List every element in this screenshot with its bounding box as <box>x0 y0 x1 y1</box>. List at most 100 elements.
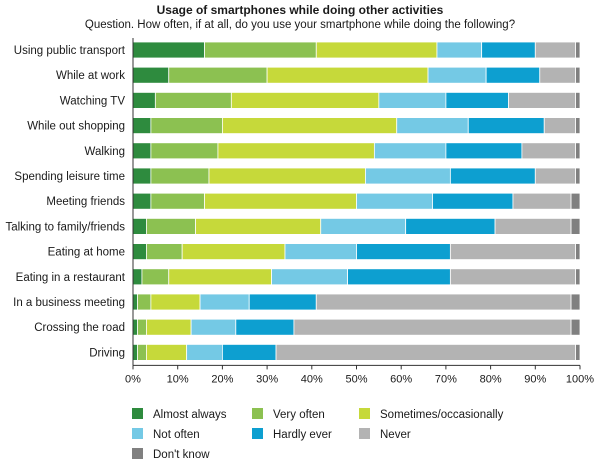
bar-talking-to-family-friends-almost-always <box>132 217 147 235</box>
bar-driving-almost-always <box>132 343 138 361</box>
bar-crossing-the-road-not-often <box>190 318 237 336</box>
bar-eating-at-home-hardly-ever <box>356 243 451 261</box>
bar-while-out-shopping-hardly-ever <box>467 117 545 134</box>
bar-eating-at-home-never <box>449 243 576 261</box>
bar-eating-at-home-sometimes-occasionally <box>181 243 286 261</box>
bar-eating-in-a-restaurant-not-often <box>271 268 348 286</box>
bar-in-a-business-meeting-sometimes-occasionally <box>150 293 201 311</box>
bar-using-public-transport-almost-always <box>132 41 205 59</box>
bar-meeting-friends-almost-always <box>132 192 152 210</box>
bar-walking-hardly-ever <box>445 142 523 160</box>
legend-swatch <box>252 408 263 419</box>
bar-while-out-shopping-don-t-know <box>575 117 581 134</box>
bar-walking-don-t-know <box>575 142 581 160</box>
bar-in-a-business-meeting-almost-always <box>132 293 138 311</box>
bar-using-public-transport-sometimes-occasionally <box>315 41 438 59</box>
bar-while-at-work-hardly-ever <box>485 66 541 84</box>
category-label-while-out-shopping: While out shopping <box>27 121 125 133</box>
bar-talking-to-family-friends-hardly-ever <box>405 217 496 235</box>
legend-label: Don't know <box>153 449 210 461</box>
stacked-bar-chart: Using public transport While at work Watch… <box>5 38 594 385</box>
bar-spending-leisure-time-very-often <box>150 167 210 185</box>
legend-label: Sometimes/occasionally <box>380 409 504 421</box>
bar-watching-tv-not-often <box>378 92 447 109</box>
category-label-in-a-business-meeting: In a business meeting <box>13 297 125 309</box>
bar-using-public-transport-very-often <box>204 41 317 59</box>
chart-subtitle: Question. How often, if at all, do you u… <box>84 19 516 31</box>
category-label-eating-in-a-restaurant: Eating in a restaurant <box>16 272 126 284</box>
bar-meeting-friends-very-often <box>150 192 205 210</box>
bar-spending-leisure-time-not-often <box>365 167 451 185</box>
bar-eating-at-home-not-often <box>284 243 357 261</box>
bar-walking-not-often <box>373 142 447 160</box>
bar-watching-tv-don-t-know <box>575 92 581 109</box>
bar-watching-tv-very-often <box>154 92 232 109</box>
bar-eating-in-a-restaurant-never <box>449 268 576 286</box>
legend-item-don-t-know: Don't know <box>132 448 210 461</box>
x-tick-label: 70% <box>435 373 457 385</box>
bar-eating-in-a-restaurant-very-often <box>141 268 170 286</box>
bar-watching-tv-never <box>508 92 576 109</box>
bar-spending-leisure-time-don-t-know <box>575 167 581 185</box>
legend-item-not-often: Not often <box>132 428 200 441</box>
bar-while-at-work-not-often <box>427 66 487 84</box>
x-tick-label: 50% <box>345 373 367 385</box>
bar-while-out-shopping-sometimes-occasionally <box>221 117 398 134</box>
bar-talking-to-family-friends-never <box>494 217 572 235</box>
bar-using-public-transport-not-often <box>436 41 483 59</box>
bar-meeting-friends-don-t-know <box>570 192 581 210</box>
bar-crossing-the-road-sometimes-occasionally <box>146 318 192 336</box>
bar-crossing-the-road-almost-always <box>132 318 138 336</box>
category-label-eating-at-home: Eating at home <box>48 247 125 259</box>
bar-while-at-work-sometimes-occasionally <box>266 66 429 84</box>
legend-item-never: Never <box>359 428 411 441</box>
bar-while-out-shopping-almost-always <box>132 117 152 134</box>
bar-eating-in-a-restaurant-don-t-know <box>575 268 581 286</box>
bar-driving-never <box>275 343 576 361</box>
bars-group <box>132 41 581 361</box>
bar-driving-not-often <box>186 343 223 361</box>
category-label-driving: Driving <box>89 347 125 359</box>
bar-while-at-work-almost-always <box>132 66 170 84</box>
bar-using-public-transport-never <box>534 41 576 59</box>
bar-in-a-business-meeting-don-t-know <box>570 293 581 311</box>
bar-talking-to-family-friends-sometimes-occasionally <box>195 217 322 235</box>
bar-in-a-business-meeting-very-often <box>137 293 152 311</box>
bar-meeting-friends-not-often <box>356 192 433 210</box>
x-tick-label: 60% <box>390 373 412 385</box>
legend-item-hardly-ever: Hardly ever <box>252 428 332 441</box>
bar-spending-leisure-time-never <box>534 167 576 185</box>
bar-watching-tv-sometimes-occasionally <box>230 92 380 109</box>
category-label-talking-to-family-friends: Talking to family/friends <box>5 221 125 233</box>
bar-driving-sometimes-occasionally <box>146 343 188 361</box>
x-tick-label: 100% <box>566 373 594 385</box>
bar-while-at-work-never <box>539 66 576 84</box>
bar-watching-tv-almost-always <box>132 92 156 109</box>
legend-label: Hardly ever <box>273 429 332 441</box>
x-tick-label: 80% <box>480 373 502 385</box>
bar-while-at-work-very-often <box>168 66 268 84</box>
bar-talking-to-family-friends-very-often <box>146 217 196 235</box>
x-axis: 0% 10% 20% 30% 40% 50% 60% 70% 80% 90% 100% <box>125 38 594 385</box>
legend-swatch <box>132 408 143 419</box>
legend-item-very-often: Very often <box>252 408 325 421</box>
bar-crossing-the-road-hardly-ever <box>235 318 295 336</box>
category-label-watching-tv: Watching TV <box>60 95 126 107</box>
category-label-crossing-the-road: Crossing the road <box>34 322 125 334</box>
legend-swatch <box>132 448 143 459</box>
bar-spending-leisure-time-almost-always <box>132 167 152 185</box>
x-tick-label: 40% <box>301 373 323 385</box>
legend-label: Not often <box>153 429 200 441</box>
legend-item-sometimes-occasionally: Sometimes/occasionally <box>359 408 503 421</box>
bar-walking-very-often <box>150 142 219 160</box>
bar-eating-in-a-restaurant-almost-always <box>132 268 143 286</box>
bar-watching-tv-hardly-ever <box>445 92 509 109</box>
category-label-while-at-work: While at work <box>56 70 125 82</box>
bar-crossing-the-road-very-often <box>137 318 147 336</box>
bar-eating-in-a-restaurant-hardly-ever <box>347 268 451 286</box>
legend-swatch <box>359 428 370 439</box>
bar-in-a-business-meeting-never <box>315 293 572 311</box>
bar-while-out-shopping-very-often <box>150 117 223 134</box>
legend-swatch <box>359 408 370 419</box>
bar-walking-never <box>521 142 576 160</box>
